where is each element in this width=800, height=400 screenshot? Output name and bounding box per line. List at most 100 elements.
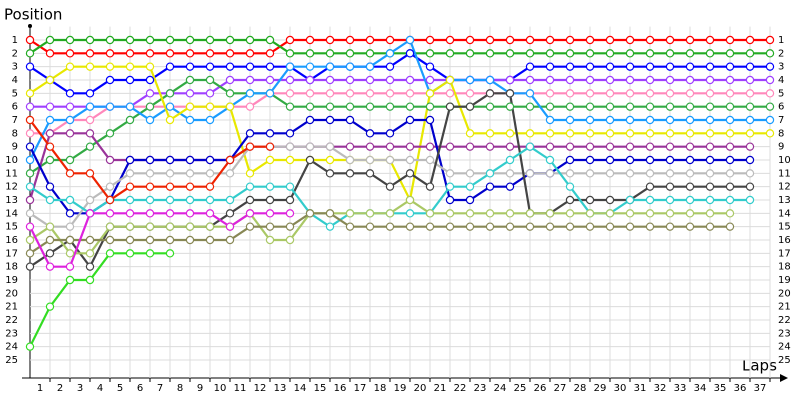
point: [745, 155, 755, 165]
point: [725, 222, 735, 231]
point: [725, 195, 735, 205]
point: [105, 35, 115, 45]
y-tick-label-right: 8: [778, 128, 784, 139]
point: [465, 142, 475, 151]
x-tick-label: 12: [254, 383, 267, 394]
point: [765, 49, 775, 58]
point: [365, 142, 375, 151]
y-tick-label: 19: [5, 275, 18, 286]
y-tick-label-right: 24: [778, 342, 791, 353]
point: [405, 155, 415, 165]
x-tick-label: 32: [654, 383, 667, 394]
point: [745, 35, 755, 45]
point: [165, 62, 175, 71]
point: [245, 195, 255, 205]
point: [485, 182, 495, 191]
point: [45, 155, 55, 165]
x-tick-label: 8: [177, 383, 183, 394]
point: [325, 102, 335, 111]
point: [445, 209, 455, 218]
point: [405, 142, 415, 151]
point: [345, 142, 355, 151]
series-line: [29, 212, 730, 255]
point: [325, 89, 335, 98]
y-tick-label: 17: [5, 248, 18, 259]
point: [205, 209, 215, 218]
point: [425, 142, 435, 151]
point: [145, 62, 155, 71]
point: [485, 89, 495, 98]
y-tick-label: 13: [5, 195, 18, 206]
point: [485, 129, 495, 138]
point: [625, 195, 635, 205]
point: [105, 222, 115, 231]
point: [505, 209, 515, 218]
point: [605, 35, 615, 45]
point: [725, 62, 735, 71]
point: [65, 222, 75, 231]
point: [385, 62, 395, 71]
point: [405, 102, 415, 111]
point: [685, 169, 695, 178]
point: [545, 169, 555, 178]
point: [305, 89, 315, 98]
point: [325, 142, 335, 151]
point: [125, 49, 135, 58]
y-tick-label-right: 7: [778, 115, 784, 126]
point: [125, 222, 135, 231]
point: [545, 142, 555, 151]
point: [305, 62, 315, 71]
point: [545, 89, 555, 98]
point: [445, 89, 455, 98]
x-tick-label: 26: [534, 383, 547, 394]
point: [85, 129, 95, 138]
point: [285, 142, 295, 151]
point: [265, 75, 275, 85]
point: [505, 142, 515, 151]
x-tick-label: 10: [214, 383, 227, 394]
point: [225, 222, 235, 231]
point: [525, 62, 535, 71]
point: [25, 62, 35, 71]
point: [285, 222, 295, 231]
point: [725, 49, 735, 58]
point: [145, 35, 155, 45]
y-tick-label: 16: [5, 235, 18, 246]
series-line: [29, 52, 770, 95]
point: [365, 102, 375, 111]
x-tick-label: 7: [157, 383, 163, 394]
point: [625, 35, 635, 45]
point: [65, 62, 75, 71]
point: [125, 35, 135, 45]
point: [165, 35, 175, 45]
point: [725, 89, 735, 98]
point: [465, 49, 475, 58]
point: [425, 102, 435, 111]
point: [405, 89, 415, 98]
point: [485, 35, 495, 45]
point: [385, 75, 395, 85]
point: [745, 75, 755, 85]
point: [645, 115, 655, 125]
point: [705, 49, 715, 58]
point: [665, 102, 675, 111]
x-tick-label: 20: [414, 383, 427, 394]
point: [605, 195, 615, 205]
point: [225, 89, 235, 98]
point: [45, 195, 55, 205]
point: [105, 249, 115, 258]
point: [325, 115, 335, 125]
point: [705, 195, 715, 205]
point: [745, 62, 755, 71]
point: [645, 182, 655, 191]
point: [285, 35, 295, 45]
point: [525, 89, 535, 98]
point: [685, 89, 695, 98]
point: [85, 235, 95, 245]
point: [265, 222, 275, 231]
point: [605, 115, 615, 125]
point: [625, 115, 635, 125]
point: [605, 142, 615, 151]
point: [25, 35, 35, 45]
point: [105, 195, 115, 205]
